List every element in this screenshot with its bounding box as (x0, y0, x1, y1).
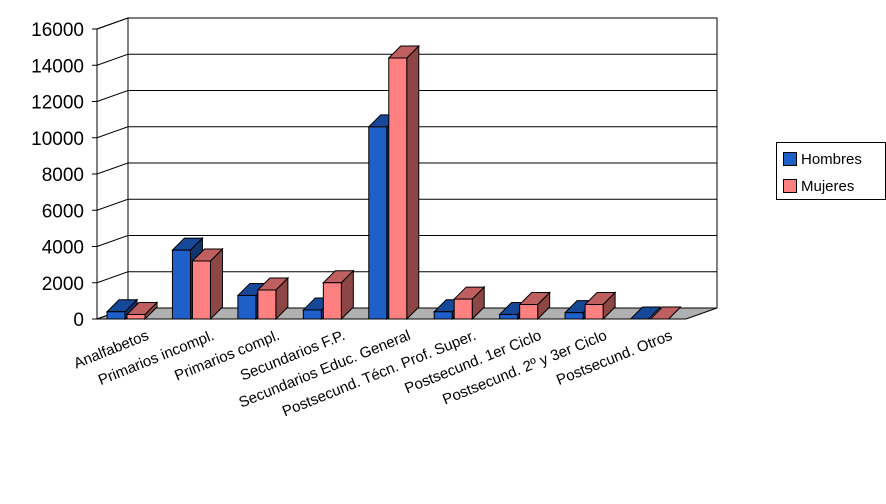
bar-front (257, 289, 277, 320)
bar-front (433, 311, 453, 320)
bar-mujeres (125, 301, 159, 321)
legend-item-mujeres: Mujeres (783, 176, 854, 196)
x-category-label: Postsecund. Otros (554, 327, 675, 389)
y-tick-label: 10000 (31, 129, 84, 150)
bar-front (322, 282, 342, 320)
y-tick-label: 0 (73, 310, 84, 331)
y-tick-label: 4000 (42, 238, 84, 259)
bar-mujeres (453, 285, 486, 321)
legend-label-mujeres: Mujeres (801, 177, 855, 195)
gridline-side (96, 126, 129, 139)
y-tick-label: 2000 (42, 274, 84, 295)
bar-mujeres (191, 247, 224, 321)
bar-front (191, 260, 211, 320)
gridline-side (96, 90, 129, 102)
gridlines (96, 17, 717, 320)
legend-label-hombres: Hombres (801, 150, 862, 168)
bar-front (388, 57, 408, 320)
axes (92, 28, 686, 320)
y-tick-label: 16000 (31, 20, 84, 41)
legend-swatch-mujeres (783, 179, 797, 193)
bar-side (406, 44, 420, 321)
legend: Hombres Mujeres (776, 142, 886, 200)
bar-front (564, 312, 584, 320)
bar-front (302, 309, 322, 320)
y-tick-label: 14000 (31, 56, 84, 77)
bar-mujeres (256, 276, 290, 321)
gridline-side (96, 53, 129, 66)
y-tick-label: 8000 (42, 165, 84, 186)
bar-front (584, 304, 604, 320)
bar-front (106, 311, 126, 320)
y-axis-tick-labels: 0 2000 4000 6000 8000 10000 12000 14000 16000 (31, 20, 84, 331)
gridline-side (96, 235, 129, 247)
bar-front (499, 313, 519, 320)
gridline-side (96, 17, 129, 30)
bar-front (237, 294, 257, 320)
bar-mujeres (322, 269, 355, 321)
gridline-side (96, 162, 129, 175)
y-tick-label: 12000 (31, 93, 84, 114)
gridline-side (96, 271, 129, 284)
bar-front (368, 126, 388, 320)
bar-front (519, 304, 539, 320)
bar-front (453, 298, 473, 320)
y-tick-label: 6000 (42, 201, 84, 222)
bar-front (171, 249, 191, 320)
legend-swatch-hombres (783, 152, 797, 166)
bar-mujeres (387, 44, 420, 321)
bars (105, 44, 682, 321)
gridline-side (96, 198, 129, 211)
bar-front (126, 313, 146, 320)
bar-mujeres (518, 291, 551, 321)
legend-item-hombres: Hombres (783, 149, 862, 169)
